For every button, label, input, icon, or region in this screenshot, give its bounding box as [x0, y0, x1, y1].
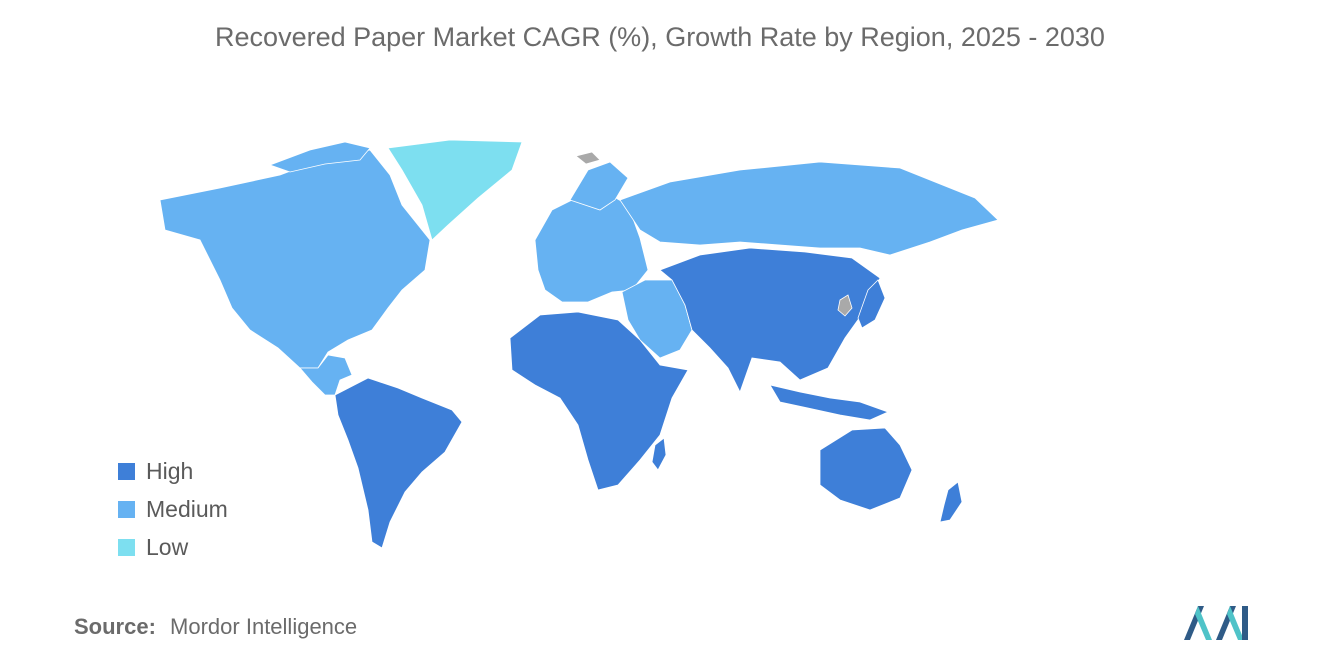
region-indonesia	[769, 384, 890, 421]
legend: High Medium Low	[118, 452, 228, 566]
logo-bar	[1242, 606, 1248, 640]
logo-shape-mid	[1195, 606, 1212, 640]
legend-item-medium: Medium	[118, 490, 228, 528]
source-note: Source: Mordor Intelligence	[74, 614, 357, 640]
legend-label-medium: Medium	[146, 495, 228, 522]
region-japan	[857, 279, 886, 329]
region-middle-east	[621, 279, 693, 359]
region-mexico	[299, 354, 353, 396]
region-new-zealand	[939, 481, 963, 523]
source-prefix: Source:	[74, 614, 156, 639]
legend-swatch-low	[118, 538, 135, 556]
world-map	[159, 139, 999, 549]
region-svalbard	[575, 151, 601, 165]
chart-title: Recovered Paper Market CAGR (%), Growth …	[215, 22, 1105, 52]
region-asia-pacific	[659, 247, 881, 394]
region-north-america	[159, 149, 431, 369]
mordor-intelligence-logo	[1184, 606, 1248, 640]
legend-label-high: High	[146, 457, 194, 484]
legend-item-high: High	[118, 452, 228, 490]
region-africa	[509, 311, 689, 491]
region-korea	[837, 294, 853, 317]
legend-swatch-high	[118, 462, 135, 480]
legend-item-low: Low	[118, 528, 228, 566]
logo-shape-right-b	[1227, 606, 1244, 640]
legend-swatch-medium	[118, 500, 135, 518]
region-arctic-islands	[268, 141, 371, 173]
legend-label-low: Low	[146, 533, 189, 560]
region-madagascar	[651, 437, 667, 471]
region-latin-america	[334, 377, 463, 549]
source-name: Mordor Intelligence	[170, 614, 358, 639]
region-greenland	[387, 139, 523, 241]
region-scandinavia	[569, 161, 629, 211]
region-russia	[619, 161, 999, 256]
region-australia	[819, 427, 913, 511]
